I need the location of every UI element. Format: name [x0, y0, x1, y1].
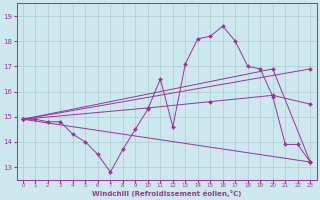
X-axis label: Windchill (Refroidissement éolien,°C): Windchill (Refroidissement éolien,°C)	[92, 190, 241, 197]
